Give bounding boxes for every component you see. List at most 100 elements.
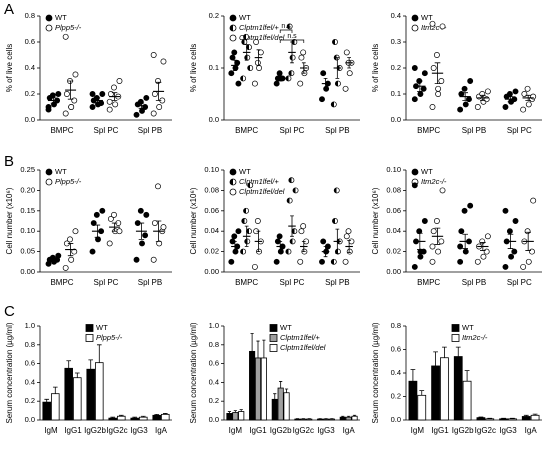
error-bar xyxy=(132,416,138,419)
error-bar xyxy=(487,417,493,419)
data-point xyxy=(240,75,247,82)
y-tick-label: 0.4 xyxy=(25,63,35,72)
y-tick-label: 0.4 xyxy=(391,368,401,377)
bar xyxy=(117,415,126,421)
x-tick-label: IgG1 xyxy=(431,426,449,435)
data-point xyxy=(273,258,280,265)
x-tick-label: Spl PB xyxy=(462,126,486,135)
annotation: n.s xyxy=(281,23,291,30)
bar xyxy=(521,416,531,421)
sem-bar xyxy=(301,241,306,252)
data-point xyxy=(244,238,251,245)
data-point xyxy=(106,106,113,113)
error-bar xyxy=(510,417,515,419)
data-point xyxy=(150,52,157,58)
y-tick-label: 0.2 xyxy=(209,396,219,405)
data-point xyxy=(332,39,338,45)
data-point xyxy=(429,104,436,110)
error-bar xyxy=(44,398,50,403)
bar xyxy=(499,418,508,421)
data-point xyxy=(254,218,261,224)
data-point xyxy=(137,98,144,105)
sem-bar xyxy=(335,57,340,79)
y-tick-label: 0.0 xyxy=(391,115,401,124)
legend-label: WT xyxy=(462,323,474,332)
panel-label: C xyxy=(4,303,15,320)
y-tick-label: 0.2 xyxy=(209,11,219,20)
data-point xyxy=(461,85,468,92)
data-point xyxy=(529,248,535,255)
data-point xyxy=(71,248,78,255)
data-point xyxy=(435,248,442,255)
data-point xyxy=(228,258,235,265)
bar xyxy=(317,418,324,421)
sem-bar xyxy=(278,75,283,82)
data-point xyxy=(241,39,248,45)
data-point xyxy=(483,248,490,255)
data-point xyxy=(502,104,509,110)
data-point xyxy=(334,248,341,255)
data-point xyxy=(116,228,123,235)
bar xyxy=(462,380,472,421)
legend-label: WT xyxy=(55,167,67,176)
sem-bar xyxy=(244,225,249,247)
legend-label: Itm2c-/- xyxy=(462,333,488,342)
sem-bar xyxy=(525,231,532,251)
data-point xyxy=(72,71,79,78)
data-point xyxy=(438,78,445,84)
data-point xyxy=(137,207,144,214)
y-tick-label: 0.1 xyxy=(209,63,219,72)
data-point xyxy=(462,101,469,108)
error-bar xyxy=(478,416,484,418)
y-axis-label: Serum concentration (µg/ml) xyxy=(371,322,380,423)
sem-bar xyxy=(111,92,118,101)
error-bar xyxy=(227,411,232,414)
sem-bar xyxy=(434,227,441,245)
panel-label: A xyxy=(4,1,14,18)
error-bar xyxy=(233,410,237,413)
legend-swatch xyxy=(269,324,278,332)
legend-marker xyxy=(229,168,237,176)
data-point xyxy=(512,218,519,224)
error-bar xyxy=(118,414,124,417)
bar xyxy=(42,401,51,421)
legend-swatch xyxy=(85,324,94,332)
data-point xyxy=(297,258,304,265)
data-point xyxy=(257,49,264,56)
data-point xyxy=(49,92,56,99)
x-tick-label: IgM xyxy=(44,426,58,435)
y-tick-label: 0.4 xyxy=(391,11,401,20)
error-bar xyxy=(162,413,168,415)
error-bar xyxy=(284,388,289,393)
data-point xyxy=(151,220,158,226)
data-point xyxy=(433,218,440,224)
data-point xyxy=(343,49,350,56)
data-point xyxy=(247,182,254,189)
sem-bar xyxy=(301,62,306,74)
data-point xyxy=(133,256,140,263)
y-tick-label: 0.08 xyxy=(204,185,219,194)
data-point xyxy=(231,233,238,240)
data-point xyxy=(55,91,62,97)
legend-label: WT xyxy=(421,13,433,22)
x-tick-label: IgG2c xyxy=(293,426,314,435)
error-bar xyxy=(140,415,146,418)
data-point xyxy=(251,80,258,87)
sem-bar xyxy=(50,258,57,262)
y-tick-label: 0.25 xyxy=(20,165,35,174)
data-point xyxy=(421,70,428,77)
y-tick-label: 0.02 xyxy=(204,247,219,256)
data-point xyxy=(416,228,423,235)
x-tick-label: IgA xyxy=(155,426,168,435)
y-tick-label: 0.00 xyxy=(20,267,35,276)
data-point xyxy=(155,183,161,190)
data-point xyxy=(142,232,149,239)
data-point xyxy=(466,96,472,103)
legend-marker xyxy=(229,24,237,32)
data-point xyxy=(243,207,250,214)
data-point xyxy=(253,39,260,45)
x-tick-label: IgG3 xyxy=(499,426,517,435)
sem-bar xyxy=(323,78,328,90)
legend-label: Clptm1lfel/del xyxy=(239,33,285,42)
